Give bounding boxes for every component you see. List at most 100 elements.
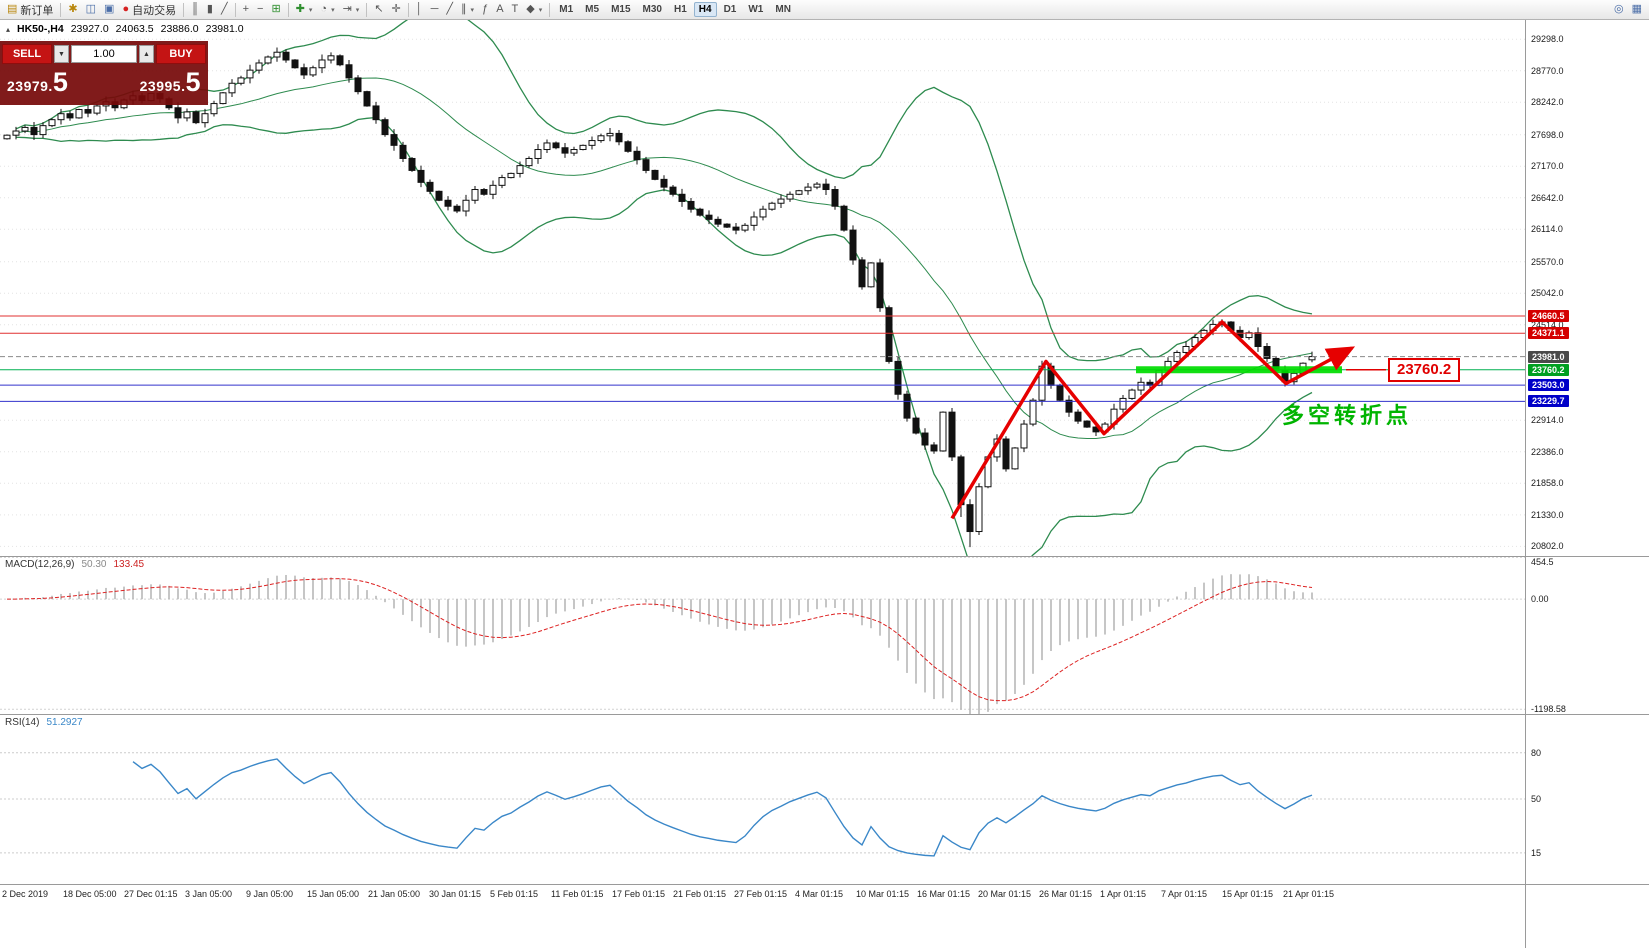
time-tick-label: 30 Jan 01:15: [429, 889, 482, 899]
auto-scroll-icon-glyph: ◔: [320, 3, 328, 15]
timeframe-d1-button[interactable]: D1: [723, 4, 737, 15]
layout-icon-button[interactable]: ▦: [1628, 1, 1646, 18]
toolbar-separator: [183, 2, 185, 17]
cursor-icon-glyph: ↖: [374, 3, 384, 15]
toolbar-separator: [287, 2, 289, 17]
terminal-icon-glyph: ▣: [104, 3, 115, 15]
price-tick-label: 26114.0: [1531, 224, 1563, 235]
zoom-out-icon-button[interactable]: −: [253, 1, 267, 18]
rsi-label: RSI(14) 51.2927: [5, 717, 83, 728]
symbol-arrow-icon: ▴: [6, 24, 11, 34]
timeframe-m5-button[interactable]: M5: [585, 4, 600, 15]
macd-label: MACD(12,26,9) 50.30 133.45: [5, 559, 145, 570]
horizontal-line-icon-button[interactable]: ─: [427, 1, 443, 18]
time-tick-label: 27 Feb 01:15: [734, 889, 788, 899]
volume-increase-button[interactable]: ▲: [139, 45, 154, 63]
autotrading-button[interactable]: ● 自动交易: [118, 1, 180, 18]
time-tick-label: 26 Mar 01:15: [1039, 889, 1093, 899]
price-tick-label: 20802.0: [1531, 541, 1564, 552]
layout-icon-glyph: ▦: [1631, 3, 1642, 15]
zoom-in-icon-button[interactable]: +: [239, 1, 253, 18]
navigator-icon-button[interactable]: ◫: [82, 1, 100, 18]
new-chart-icon-button[interactable]: ✚ ▾: [292, 1, 317, 18]
line-chart-icon-glyph: ╱: [220, 3, 228, 15]
time-axis[interactable]: 2 Dec 2019 18 Dec 05:00 27 Dec 01:15 3 Jan …: [0, 884, 1525, 912]
new-chart-icon-glyph: ✚: [295, 3, 305, 15]
trendline-icon-button[interactable]: ╱: [442, 1, 457, 18]
chart-shift-icon-glyph: ⇥: [342, 3, 352, 15]
timeframe-m15-button[interactable]: M15: [611, 4, 631, 15]
price-level-badge: 23760.2: [1528, 363, 1569, 376]
vertical-line-icon-button[interactable]: │: [412, 1, 427, 18]
price-tick-label: 28242.0: [1531, 97, 1564, 108]
main-chart-canvas[interactable]: [0, 20, 1525, 556]
panel-separator[interactable]: [0, 556, 1649, 557]
label-icon-button[interactable]: T: [508, 1, 523, 18]
toolbar-separator: [234, 2, 236, 17]
sell-button[interactable]: SELL: [2, 44, 52, 64]
timeframe-m1-button[interactable]: M1: [559, 4, 574, 15]
time-tick-label: 10 Mar 01:15: [856, 889, 910, 899]
dropdown-caret-icon: ▾: [538, 6, 543, 14]
search-icon-button[interactable]: ◎: [1610, 1, 1628, 18]
crosshair-icon-button[interactable]: ✛: [388, 1, 405, 18]
bar-chart-icon-button[interactable]: ║: [187, 1, 203, 18]
tile-windows-icon-button[interactable]: ⊞: [267, 1, 284, 18]
price-level-badge: 24660.5: [1528, 310, 1569, 323]
price-axis[interactable]: 29298.0 28770.0 28242.0 27698.0 27170.0 26642…: [1525, 20, 1649, 948]
timeframe-h1-button[interactable]: H1: [673, 4, 687, 15]
arrow-tools-icon-button[interactable]: ◆ ▾: [522, 1, 546, 18]
timeframe-w1-button[interactable]: W1: [748, 4, 764, 15]
terminal-icon-button[interactable]: ▣: [100, 1, 118, 18]
price-tick-label: 27170.0: [1531, 161, 1564, 172]
crosshair-icon-glyph: ✛: [391, 3, 401, 15]
symbol-period-label: HK50-,H4: [17, 23, 64, 35]
time-tick-label: 17 Feb 01:15: [612, 889, 666, 899]
new-order-button[interactable]: ▤ 新订单: [3, 1, 57, 18]
volume-input[interactable]: 1.00: [71, 45, 137, 63]
cursor-icon-button[interactable]: ↖: [370, 1, 387, 18]
time-tick-label: 18 Dec 05:00: [63, 889, 117, 899]
time-tick-label: 3 Jan 05:00: [185, 889, 233, 899]
trendline-icon-glyph: ╱: [446, 3, 454, 15]
macd-panel[interactable]: [0, 556, 1525, 714]
macd-tick-label: 0.00: [1531, 594, 1549, 605]
chart-shift-icon-button[interactable]: ⇥ ▾: [339, 1, 364, 18]
bar-chart-icon-glyph: ║: [191, 3, 199, 15]
label-icon-glyph: T: [511, 3, 519, 15]
time-tick-label: 9 Jan 05:00: [246, 889, 294, 899]
tile-windows-icon-glyph: ⊞: [271, 3, 281, 15]
buy-price: 23995.5: [139, 67, 201, 97]
fibonacci-icon-glyph: ƒ: [482, 3, 489, 15]
timeframe-m30-button[interactable]: M30: [642, 4, 662, 15]
panel-separator[interactable]: [0, 714, 1649, 715]
rsi-panel[interactable]: [0, 714, 1525, 884]
chart-area[interactable]: ▴ HK50-,H4 23927.0 24063.5 23886.0 23981…: [0, 20, 1649, 948]
support-price-tag: 23760.2: [1388, 357, 1461, 382]
time-tick-label: 21 Apr 01:15: [1283, 889, 1335, 899]
autotrading-button-label: 自动交易: [132, 4, 177, 17]
volume-decrease-button[interactable]: ▼: [54, 45, 69, 63]
auto-scroll-icon-button[interactable]: ◔ ▾: [316, 1, 338, 18]
candlestick-icon-button[interactable]: ▮: [203, 1, 217, 18]
quote-line: ▴ HK50-,H4 23927.0 24063.5 23886.0 23981…: [6, 23, 244, 35]
channel-icon-button[interactable]: ∥ ▾: [457, 1, 478, 18]
timeframe-mn-button[interactable]: MN: [775, 4, 791, 15]
new-order-glyph: ▤: [7, 3, 18, 15]
rsi-tick-label: 80: [1531, 747, 1542, 758]
tools-icon-button[interactable]: ✱: [64, 1, 81, 18]
panel-separator[interactable]: [0, 884, 1649, 885]
line-chart-icon-button[interactable]: ╱: [217, 1, 232, 18]
autotrading-glyph: ●: [122, 3, 130, 15]
navigator-icon-glyph: ◫: [85, 3, 97, 15]
rsi-tick-label: 50: [1531, 794, 1542, 804]
quote-open: 23927.0: [70, 23, 109, 35]
text-icon-button[interactable]: A: [492, 1, 507, 18]
main-toolbar: ▤ 新订单 ✱ ◫ ▣ ● 自动交易 ║ ▮ ╱ + − ⊞ ✚ ▾ ◔ ▾ ⇥ ▾ ↖ ✛ │ ─ ╱ ∥ ▾ ƒ A T ◆ ▾ M1 M…: [0, 0, 1649, 20]
buy-button[interactable]: BUY: [156, 44, 206, 64]
timeframe-h4-button[interactable]: H4: [693, 2, 717, 17]
time-tick-label: 20 Mar 01:15: [978, 889, 1032, 899]
macd-tick-label: -1198.58: [1531, 704, 1566, 715]
fibonacci-icon-button[interactable]: ƒ: [478, 1, 492, 18]
price-tick-label: 27698.0: [1531, 129, 1564, 140]
